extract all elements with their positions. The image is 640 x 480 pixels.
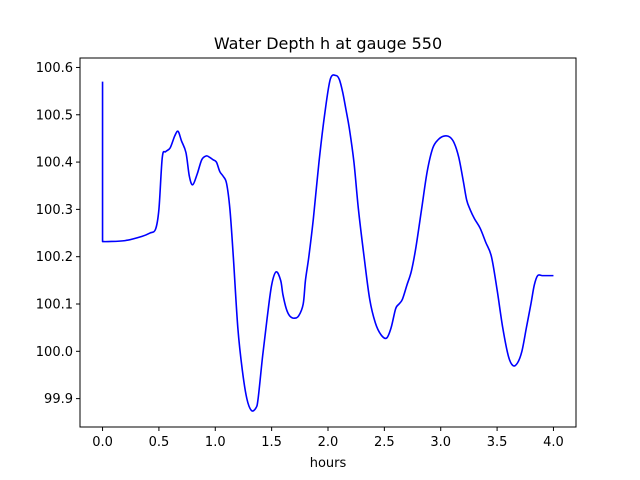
plot-frame: [79, 57, 577, 428]
y-tick-label: 100.3: [36, 203, 73, 218]
y-axis: 99.9 100.0 100.1 100.2 100.3 100.4 100.5 100.6: [36, 61, 80, 407]
chart-title: Water Depth h at gauge 550: [214, 34, 442, 53]
y-tick-label: 100.0: [36, 345, 73, 360]
series-layer: [101, 74, 554, 412]
x-tick-label: 2.5: [374, 435, 395, 450]
x-tick-label: 1.0: [205, 435, 226, 450]
y-tick-label: 100.1: [36, 298, 73, 313]
x-axis: 0.0 0.5 1.0 1.5 2.0 2.5 3.0 3.5 4.0: [92, 427, 564, 450]
x-tick-label: 4.0: [543, 435, 564, 450]
y-tick-label: 99.9: [44, 392, 73, 407]
x-axis-label: hours: [310, 456, 347, 471]
y-tick-label: 100.6: [36, 61, 73, 76]
series-line: [101, 74, 554, 412]
x-tick-label: 3.0: [430, 435, 451, 450]
y-tick-label: 100.4: [36, 156, 73, 171]
x-tick-label: 3.5: [487, 435, 508, 450]
y-tick-label: 100.2: [36, 250, 73, 265]
x-tick-label: 1.5: [261, 435, 282, 450]
x-tick-label: 0.0: [92, 435, 113, 450]
plot-area: [101, 74, 554, 412]
x-tick-label: 2.0: [318, 435, 339, 450]
y-tick-label: 100.5: [36, 108, 73, 123]
x-tick-label: 0.5: [149, 435, 170, 450]
